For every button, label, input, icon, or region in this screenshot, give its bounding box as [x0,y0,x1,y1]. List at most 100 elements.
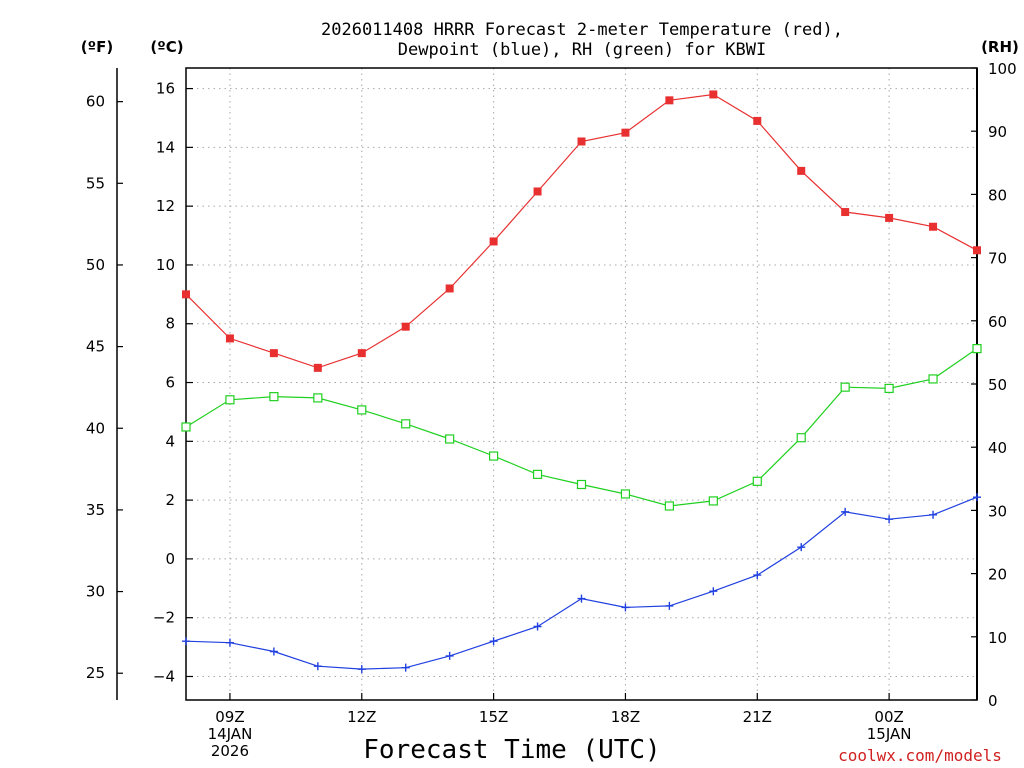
fahrenheit-tick-label: 50 [86,256,105,274]
rh-point [620,489,631,499]
fahrenheit-tick-label: 40 [86,419,105,437]
2-meter-temperature-point [753,116,762,125]
plot-frame [185,67,978,701]
rh-point [181,422,191,432]
rh-series [181,344,982,511]
fahrenheit-tick-label: 60 [86,93,105,111]
2-meter-temperature-point [401,322,410,331]
celsius-tick-label: −4 [153,667,175,685]
2-meter-temperature-point [577,137,586,146]
celsius-tick-label: 2 [165,491,175,509]
credit-text: coolwx.com/models [838,746,1002,765]
2-meter-temperature-series [182,90,981,372]
dewpoint-point [709,587,718,596]
2-meter-temperature-point [665,96,674,105]
rh-point [225,395,235,405]
rh-point [576,479,587,490]
chart-title: 2026011408 HRRR Forecast 2-meter Tempera… [321,20,843,60]
rh-tick-label: 50 [988,376,1007,394]
fahrenheit-tick-label: 30 [86,583,105,601]
rh-tick-label: 30 [988,502,1007,520]
fahrenheit-tick-label: 55 [86,174,105,192]
fahrenheit-tick-label: 35 [86,501,105,519]
x-tick-label: 12Z [347,708,376,726]
x-axis-title: Forecast Time (UTC) [363,735,660,765]
2-meter-temperature-point [225,334,234,343]
celsius-tick-label: 8 [165,315,175,333]
dewpoint-point [929,510,938,519]
x-tick-label: 15Z [479,708,508,726]
celsius-tick-label: 16 [156,80,175,98]
2-meter-temperature-point [885,213,894,222]
x-tick-label: 18Z [611,708,640,726]
rh-point [489,451,499,461]
axes: 1614121086420−2−460555045403530251009080… [86,60,1017,760]
2-meter-temperature-point [313,363,322,372]
2-meter-temperature-line [185,93,978,369]
2-meter-temperature-point [489,237,498,246]
2-meter-temperature-point [445,284,454,293]
chart-title-line-1: 2026011408 HRRR Forecast 2-meter Tempera… [321,20,843,40]
rh-point [445,434,455,444]
rh-point [401,419,411,429]
2-meter-temperature-point [357,349,366,358]
rh-tick-label: 90 [988,123,1007,141]
grid [186,68,977,700]
dewpoint-point [182,637,190,646]
dewpoint-point [753,571,762,580]
celsius-tick-label: 6 [165,374,175,392]
2-meter-temperature-point [841,208,850,217]
celsius-tick-label: 12 [156,197,175,215]
rh-tick-label: 100 [988,60,1017,78]
rh-point [313,393,323,403]
x-tick-label: 00Z [874,708,903,726]
dewpoint-point [621,603,630,612]
2-meter-temperature-point [269,349,278,358]
celsius-tick-label: 14 [156,138,175,156]
rh-point [708,496,718,506]
rh-point [972,344,982,354]
rh-point [928,374,938,384]
rh-tick-label: 60 [988,313,1007,331]
2-meter-temperature-point [709,90,718,99]
2-meter-temperature-point [533,187,542,196]
dewpoint-series [182,493,981,674]
dewpoint-point [973,493,981,502]
rh-tick-label: 70 [988,250,1007,268]
celsius-tick-label: 4 [165,432,175,450]
dewpoint-point [357,665,366,674]
2-meter-temperature-point [973,246,981,255]
2-meter-temperature-point [621,128,630,137]
celsius-tick-label: −2 [153,609,175,627]
rh-tick-label: 10 [988,629,1007,647]
rh-point [532,469,543,479]
fahrenheit-tick-label: 25 [86,664,105,682]
dewpoint-point [445,651,454,660]
x-tick-label: 09Z [215,708,244,726]
x-tick-label: 2026 [211,742,249,760]
dewpoint-point [225,638,234,647]
rh-tick-label: 0 [988,692,998,710]
x-tick-label: 14JAN [208,725,253,743]
celsius-axis-label: (ºC) [150,38,183,56]
rh-point [840,382,850,392]
celsius-tick-label: 10 [156,256,175,274]
series [181,90,982,674]
rh-tick-label: 40 [988,439,1007,457]
rh-point [752,476,762,486]
x-tick-label: 21Z [743,708,772,726]
rh-axis-label: (RH) [981,38,1019,56]
rh-tick-label: 20 [988,566,1007,584]
rh-point [884,383,894,394]
rh-point [664,501,674,511]
2-meter-temperature-point [797,166,806,175]
rh-point [357,405,367,415]
dewpoint-line [185,496,978,670]
dewpoint-point [269,647,278,656]
rh-tick-label: 80 [988,186,1007,204]
dewpoint-point [533,622,542,631]
fahrenheit-tick-label: 45 [86,338,105,356]
dewpoint-point [797,543,806,552]
dewpoint-point [313,662,322,671]
